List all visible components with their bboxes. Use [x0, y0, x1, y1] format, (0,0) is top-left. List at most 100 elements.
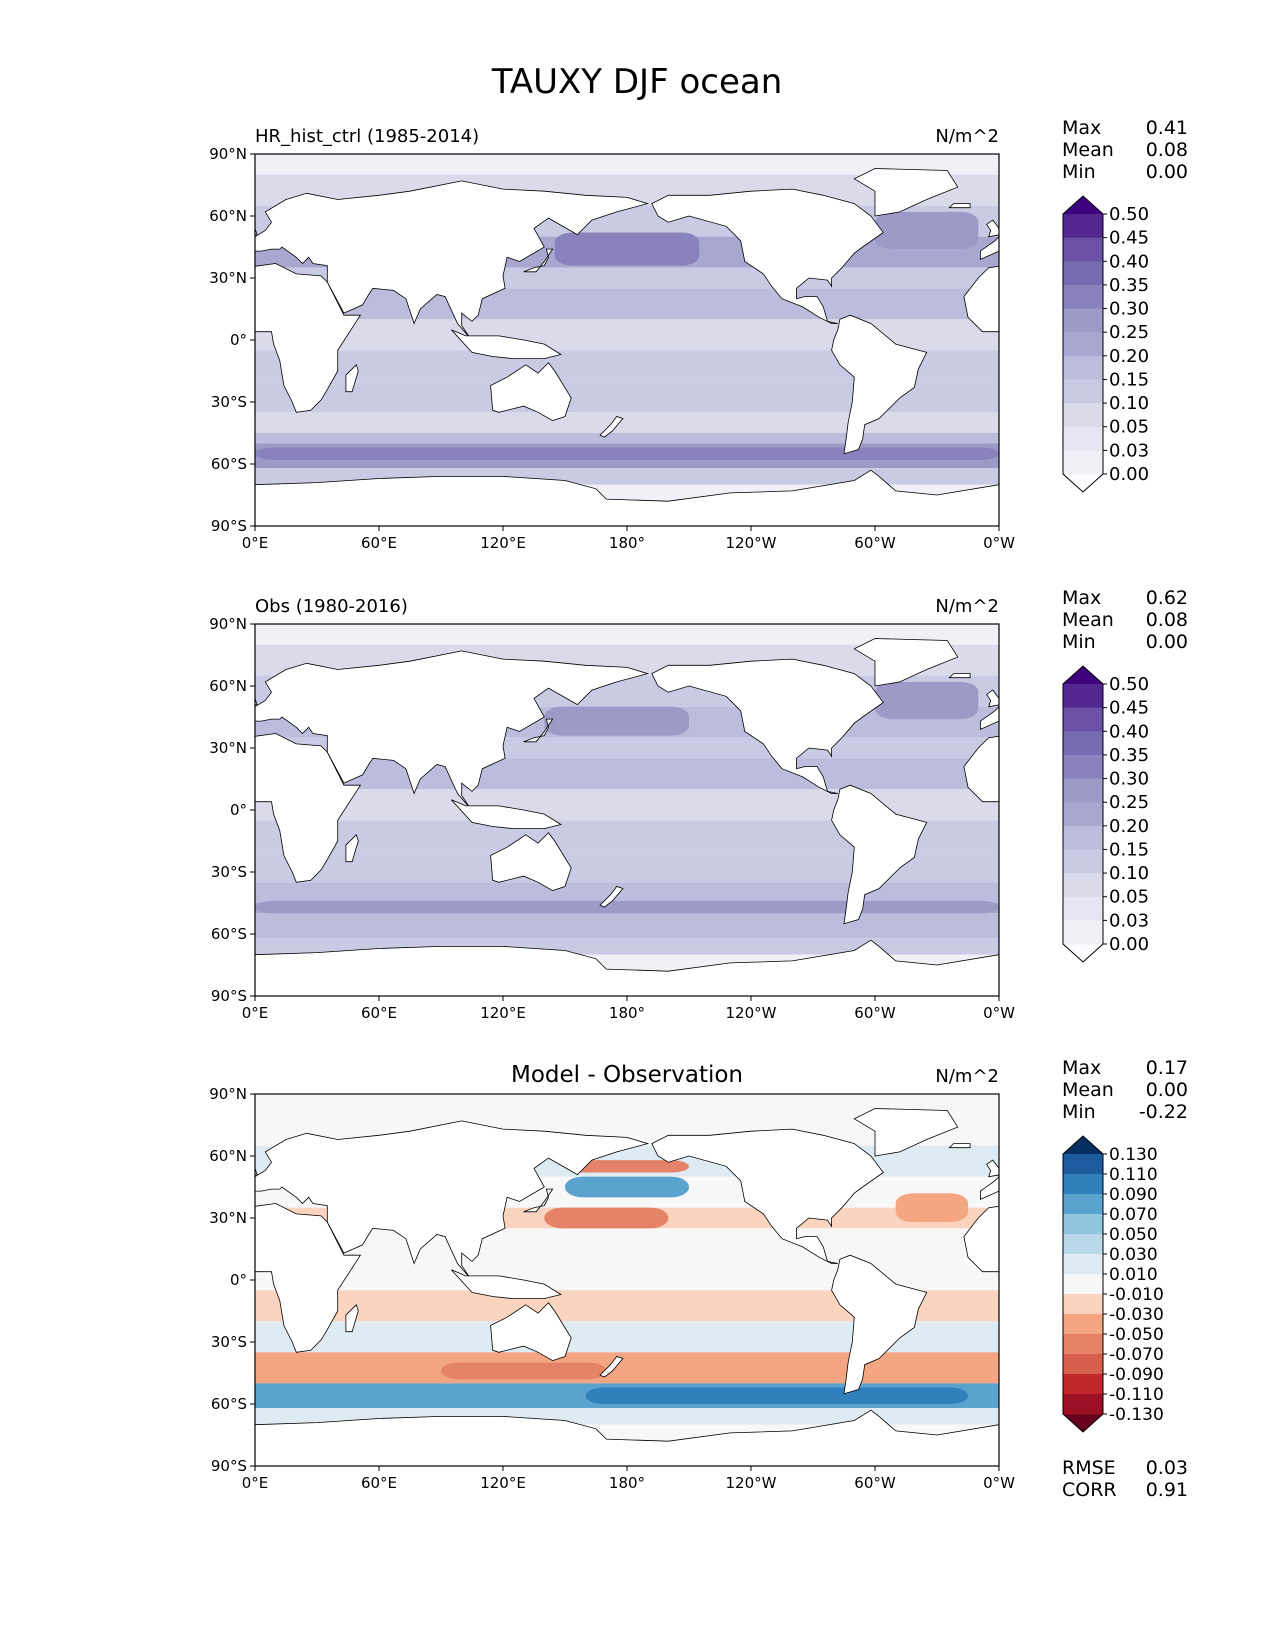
stat-label: Min [1062, 161, 1096, 183]
land-uk [986, 689, 999, 708]
colorbar-segment [1063, 355, 1103, 380]
land-japan [523, 248, 554, 273]
colorbar-segment [1063, 1394, 1103, 1415]
stat-label: Min [1062, 1101, 1096, 1123]
colorbar-label: 0.20 [1109, 346, 1149, 367]
panel-title: Model - Observation [511, 1062, 743, 1088]
land-indonesia [451, 799, 562, 829]
colorbar-segment [1063, 403, 1103, 428]
land-africa [255, 733, 362, 883]
colorbar-label: -0.110 [1109, 1385, 1164, 1405]
colorbar-segment [1063, 1154, 1103, 1175]
extra-stat-label: RMSE [1062, 1457, 1116, 1479]
y-tick-label: 90°S [211, 987, 247, 1005]
colorbar-extend-min [1063, 944, 1103, 962]
field-patch [565, 1160, 689, 1173]
land-europe-asia [255, 1120, 650, 1279]
land-australia [490, 832, 572, 892]
y-tick-label: 0° [230, 801, 247, 819]
colorbar-label: 0.40 [1109, 251, 1149, 272]
land-europe-asia [255, 650, 650, 809]
field-band [255, 1352, 999, 1384]
stat-value: 0.17 [1146, 1057, 1188, 1079]
land-australia [490, 1302, 572, 1362]
x-tick-label: 60°E [361, 1004, 397, 1022]
land-north-america [651, 658, 884, 794]
field-patch [255, 900, 999, 914]
x-tick-label: 180° [609, 1004, 645, 1022]
panel-units: N/m^2 [935, 596, 999, 617]
stat-value: 0.62 [1146, 587, 1188, 609]
land-europe-asia [980, 706, 999, 731]
field-band [255, 913, 999, 939]
field-patch [565, 1176, 689, 1198]
x-tick-label: 0°W [983, 534, 1015, 552]
y-tick-label: 60°N [209, 1147, 247, 1165]
extra-stat-label: CORR [1062, 1479, 1117, 1501]
colorbar-label: 0.10 [1109, 393, 1149, 414]
colorbar-label: 0.15 [1109, 839, 1149, 860]
y-tick-label: 90°N [209, 145, 247, 163]
x-tick-label: 120°W [726, 534, 777, 552]
land-europe-asia [255, 180, 650, 339]
y-tick-label: 60°N [209, 207, 247, 225]
colorbar-label: 0.10 [1109, 863, 1149, 884]
figure-title: TAUXY DJF ocean [491, 62, 783, 102]
land-new-zealand [599, 1356, 624, 1378]
colorbar-segment [1063, 1274, 1103, 1295]
y-tick-label: 90°N [209, 615, 247, 633]
land-iceland [948, 1143, 971, 1149]
field-band [255, 433, 999, 444]
land-madagascar [345, 834, 359, 863]
stat-value: 0.00 [1146, 1079, 1188, 1101]
extra-stat-value: 0.03 [1146, 1457, 1188, 1479]
colorbar-segment [1063, 214, 1103, 239]
field-band [255, 882, 999, 903]
land-japan [523, 718, 554, 743]
colorbar-label: 0.20 [1109, 816, 1149, 837]
colorbar-segment [1063, 1314, 1103, 1335]
y-tick-label: 60°S [211, 925, 247, 943]
stat-value: 0.00 [1146, 161, 1188, 183]
land-new-zealand [599, 416, 624, 438]
field-patch [441, 1362, 607, 1380]
x-tick-label: 120°E [480, 1004, 526, 1022]
y-tick-label: 30°S [211, 393, 247, 411]
land-europe-asia [980, 236, 999, 261]
land-japan [1268, 249, 1275, 272]
land-south-america [831, 1254, 928, 1395]
land-iceland [948, 673, 971, 679]
stat-label: Mean [1062, 139, 1114, 161]
colorbar-label: -0.090 [1109, 1365, 1164, 1385]
land-south-america [831, 314, 928, 455]
stat-label: Max [1062, 1057, 1101, 1079]
land-europe-asia [980, 1176, 999, 1201]
x-tick-label: 0°W [983, 1474, 1015, 1492]
land-australia [490, 362, 572, 422]
land-africa [255, 263, 362, 413]
field-band [255, 412, 999, 433]
x-tick-label: 120°E [480, 534, 526, 552]
x-tick-label: 0°E [242, 1004, 269, 1022]
colorbar-segment [1063, 1234, 1103, 1255]
y-tick-label: 90°S [211, 1457, 247, 1475]
land-greenland [853, 1108, 959, 1157]
x-tick-label: 60°W [854, 1004, 896, 1022]
y-tick-label: 30°N [209, 269, 247, 287]
land-australia [1235, 363, 1275, 421]
colorbar-label: 0.110 [1109, 1165, 1158, 1185]
colorbar-label: 0.03 [1109, 910, 1149, 931]
x-tick-label: 120°W [726, 1474, 777, 1492]
field-patch [875, 681, 979, 720]
land-japan [1268, 719, 1275, 742]
land-antarctica [255, 1409, 999, 1466]
colorbar-label: 0.50 [1109, 674, 1149, 695]
colorbar-label: -0.030 [1109, 1305, 1164, 1325]
land-uk [986, 1159, 999, 1178]
colorbar-label: 0.05 [1109, 417, 1149, 438]
land-antarctica [255, 939, 999, 996]
colorbar-label: 0.15 [1109, 369, 1149, 390]
colorbar-segment [1063, 825, 1103, 850]
colorbar-label: 0.00 [1109, 934, 1149, 955]
